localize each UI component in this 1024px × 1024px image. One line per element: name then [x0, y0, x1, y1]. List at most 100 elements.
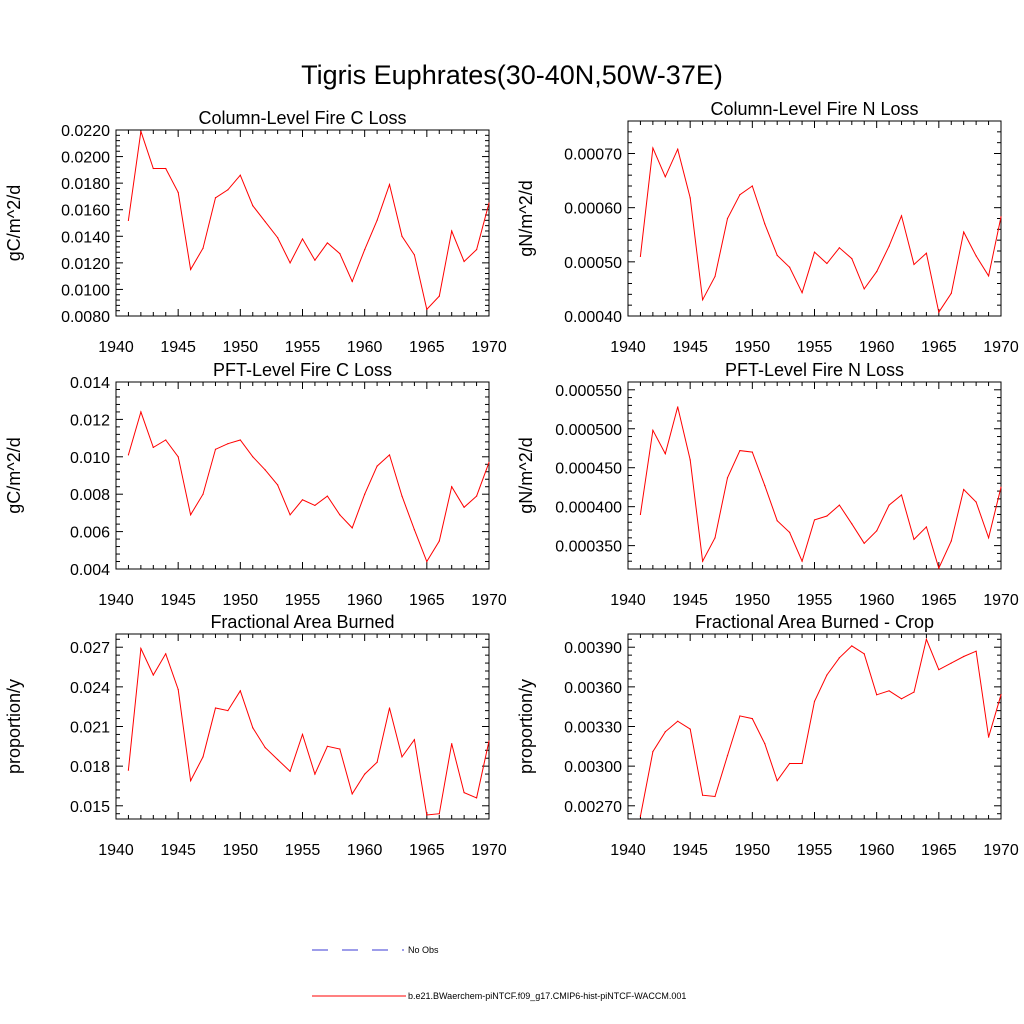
data-point [714, 795, 716, 798]
data-point [202, 247, 204, 249]
data-point [689, 459, 691, 461]
data-point [140, 130, 142, 132]
data-point [289, 262, 291, 264]
data-point [987, 537, 990, 539]
data-point [813, 700, 816, 702]
data-point [364, 248, 366, 251]
data-point [963, 655, 965, 658]
y-tick-label: 0.0200 [61, 150, 110, 167]
x-tick-label: 1940 [98, 592, 134, 609]
y-tick-label: 0.0120 [61, 256, 110, 273]
panel-pft-level-fire-n-loss: PFT-Level Fire N Loss 1940 1945 1950 1955 196… [516, 360, 1019, 609]
x-tick-label: 1965 [921, 592, 957, 609]
data-point [165, 167, 167, 170]
y-tick-label: 0.014 [70, 375, 110, 392]
data-point [301, 238, 304, 240]
data-point [764, 223, 766, 225]
data-point [301, 499, 304, 501]
y-axis-label: proportion/y [4, 679, 24, 774]
x-tick-label: 1940 [610, 339, 646, 356]
x-tick-label: 1960 [347, 339, 383, 356]
data-point [751, 451, 753, 453]
data-point [652, 751, 654, 753]
y-tick-label: 0.0080 [61, 309, 110, 326]
data-point [826, 262, 828, 265]
data-point [863, 653, 865, 655]
data-point [314, 259, 316, 261]
data-point [789, 266, 791, 268]
data-point [739, 449, 741, 452]
data-point [851, 645, 853, 647]
data-point [863, 288, 865, 290]
data-point [388, 454, 391, 456]
x-tick-label: 1960 [859, 339, 895, 356]
data-point [925, 526, 928, 528]
data-point [165, 653, 167, 655]
data-point [801, 560, 803, 562]
data-point [801, 762, 803, 765]
data-point [364, 493, 366, 495]
data-point [714, 275, 716, 278]
x-tick-label: 1960 [859, 842, 895, 859]
data-point [652, 429, 654, 431]
y-tick-label: 0.021 [70, 720, 110, 737]
data-point [677, 148, 679, 150]
data-point [938, 311, 940, 313]
data-point [876, 270, 878, 273]
data-point [214, 448, 217, 450]
data-point [214, 197, 217, 199]
panels-group: Column-Level Fire C Loss 1940 1945 1950 1955… [4, 99, 1019, 859]
x-tick-label: 1970 [471, 592, 507, 609]
data-point [726, 754, 729, 757]
data-point [252, 205, 254, 207]
y-tick-label: 0.0160 [61, 203, 110, 220]
y-tick-label: 0.008 [70, 487, 110, 504]
data-point [975, 255, 977, 257]
plot-frame [115, 633, 490, 820]
y-tick-label: 0.000550 [555, 383, 622, 400]
data-point [826, 515, 828, 517]
x-tick-label: 1970 [471, 842, 507, 859]
data-point [876, 694, 878, 696]
panel-fractional-area-burned-crop: Fractional Area Burned - Crop 1940 1945 195… [516, 612, 1019, 859]
data-point [152, 167, 154, 170]
data-point [789, 762, 791, 765]
y-tick-label: 0.0100 [61, 282, 110, 299]
data-point [664, 176, 666, 178]
data-point [1000, 216, 1002, 218]
panel-column-level-fire-n-loss: Column-Level Fire N Loss 1940 1945 1950 1955… [516, 99, 1019, 356]
data-point [900, 215, 903, 217]
data-point [177, 191, 179, 194]
y-tick-label: 0.00060 [564, 201, 622, 218]
data-point [851, 257, 853, 260]
y-tick-label: 0.00390 [564, 640, 622, 657]
panel-title: Column-Level Fire N Loss [710, 99, 918, 119]
data-point [475, 248, 478, 251]
y-axis-label: gN/m^2/d [516, 437, 536, 513]
x-tick-label: 1955 [285, 339, 321, 356]
data-point [339, 514, 341, 516]
data-point [1000, 486, 1002, 488]
x-tick-label: 1970 [471, 339, 507, 356]
data-point [190, 268, 192, 271]
data-point [702, 560, 704, 562]
data-point [677, 720, 679, 722]
y-tick-label: 0.00040 [564, 309, 622, 326]
data-point [689, 728, 691, 730]
data-point [938, 669, 940, 671]
data-point [314, 773, 316, 775]
x-tick-label: 1950 [735, 592, 771, 609]
panel-title: PFT-Level Fire C Loss [213, 360, 392, 380]
data-point [202, 493, 204, 495]
x-tick-label: 1945 [672, 592, 708, 609]
data-point [876, 530, 878, 532]
data-point [851, 523, 853, 525]
data-point [314, 504, 316, 507]
data-point [227, 710, 229, 712]
data-point [714, 537, 716, 539]
panel-title: Column-Level Fire C Loss [198, 108, 406, 128]
y-tick-label: 0.00270 [564, 799, 622, 816]
panel-title: PFT-Level Fire N Loss [725, 360, 904, 380]
y-tick-label: 0.00300 [564, 759, 622, 776]
